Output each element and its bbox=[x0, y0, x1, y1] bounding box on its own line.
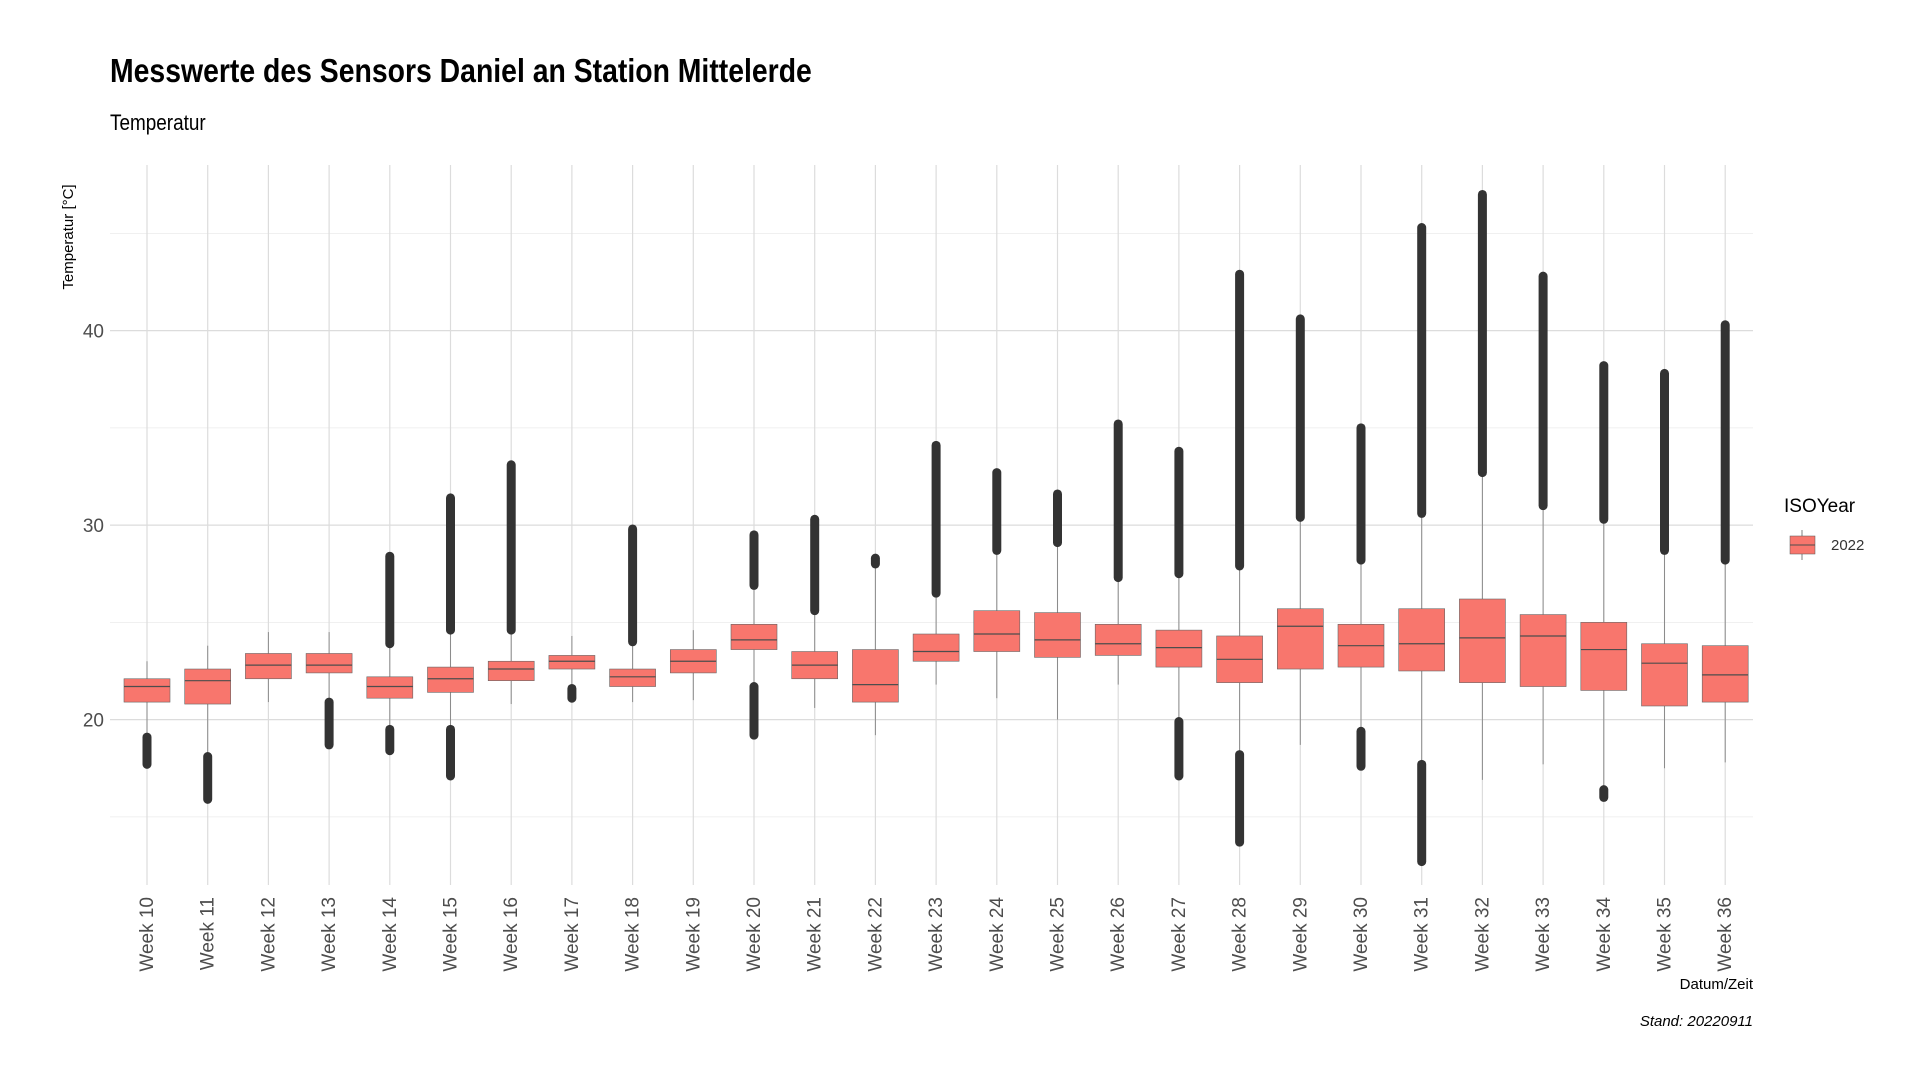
box-iqr bbox=[1094, 623, 1142, 656]
box-iqr bbox=[1398, 608, 1445, 672]
box-week-18 bbox=[609, 524, 656, 703]
axis-layer: 20 30 40 Week 10 Week 11 Week 12 Week 13 Week 1… bbox=[83, 322, 1736, 972]
x-tick-label: Week 19 bbox=[683, 897, 704, 972]
box-week-35 bbox=[1641, 368, 1688, 769]
legend: ISOYear 2022 bbox=[1784, 496, 1864, 560]
x-tick-label: Week 23 bbox=[926, 897, 947, 972]
box-week-13 bbox=[305, 632, 353, 750]
box-iqr bbox=[245, 653, 292, 680]
box-iqr bbox=[1519, 614, 1567, 687]
box-week-34 bbox=[1580, 361, 1628, 802]
x-tick-label: Week 24 bbox=[987, 897, 1008, 972]
box-week-15 bbox=[427, 493, 474, 781]
x-tick-label: Week 11 bbox=[198, 897, 219, 970]
x-tick-label: Week 27 bbox=[1169, 897, 1190, 972]
y-tick-label: 30 bbox=[83, 516, 104, 537]
legend-label: 2022 bbox=[1831, 537, 1864, 554]
x-tick-label: Week 12 bbox=[258, 897, 279, 972]
x-tick-label: Week 10 bbox=[137, 897, 158, 972]
x-tick-label: Week 17 bbox=[562, 897, 583, 972]
chart-caption: Stand: 20220911 bbox=[1640, 1013, 1753, 1030]
x-tick-label: Week 15 bbox=[441, 897, 462, 972]
box-week-21 bbox=[791, 514, 839, 708]
box-week-32 bbox=[1459, 189, 1506, 780]
box-iqr bbox=[1277, 608, 1324, 670]
x-tick-label: Week 33 bbox=[1533, 897, 1554, 972]
x-tick-label: Week 20 bbox=[744, 897, 765, 972]
x-tick-label: Week 26 bbox=[1108, 897, 1129, 972]
x-tick-label: Week 31 bbox=[1412, 897, 1433, 972]
x-tick-label: Week 16 bbox=[501, 897, 522, 972]
box-iqr bbox=[366, 676, 414, 699]
box-iqr bbox=[184, 668, 231, 705]
x-tick-label: Week 22 bbox=[865, 897, 886, 972]
box-iqr bbox=[427, 666, 474, 693]
x-tick-label: Week 35 bbox=[1655, 897, 1676, 972]
box-iqr bbox=[1701, 645, 1749, 703]
box-week-25 bbox=[1034, 489, 1081, 720]
box-week-28 bbox=[1216, 269, 1263, 847]
box-week-20 bbox=[730, 530, 778, 740]
x-tick-label: Week 32 bbox=[1472, 897, 1493, 972]
box-iqr bbox=[730, 623, 778, 650]
box-week-14 bbox=[366, 551, 414, 756]
box-week-29 bbox=[1277, 314, 1324, 745]
box-week-11 bbox=[184, 645, 231, 804]
x-tick-label: Week 25 bbox=[1048, 897, 1069, 972]
box-week-16 bbox=[487, 460, 535, 705]
grid-layer bbox=[110, 165, 1753, 885]
x-tick-label: Week 13 bbox=[319, 897, 340, 972]
box-iqr bbox=[1580, 622, 1628, 691]
box-week-22 bbox=[852, 553, 899, 736]
box-iqr bbox=[912, 633, 960, 662]
box-iqr bbox=[487, 660, 535, 682]
box-iqr bbox=[1155, 629, 1203, 668]
x-tick-label: Week 30 bbox=[1351, 897, 1372, 972]
box-layer bbox=[123, 189, 1749, 867]
y-tick-label: 20 bbox=[83, 711, 104, 732]
x-axis-title: Datum/Zeit bbox=[1680, 976, 1754, 993]
box-week-24 bbox=[973, 468, 1021, 699]
x-tick-label: Week 21 bbox=[805, 897, 826, 972]
x-tick-label: Week 29 bbox=[1290, 897, 1311, 972]
box-iqr bbox=[305, 653, 353, 674]
box-iqr bbox=[852, 649, 899, 703]
y-tick-label: 40 bbox=[83, 322, 104, 343]
box-week-31 bbox=[1398, 223, 1445, 867]
box-iqr bbox=[973, 610, 1021, 652]
x-tick-label: Week 18 bbox=[623, 897, 644, 972]
box-week-10 bbox=[123, 661, 171, 769]
y-axis-title: Temperatur [°C] bbox=[60, 184, 77, 289]
legend-title: ISOYear bbox=[1784, 496, 1856, 517]
box-week-12 bbox=[245, 632, 292, 703]
chart-subtitle: Temperatur bbox=[110, 110, 206, 135]
x-tick-label: Week 36 bbox=[1715, 897, 1736, 972]
box-week-23 bbox=[912, 440, 960, 685]
box-iqr bbox=[548, 655, 596, 670]
x-tick-label: Week 28 bbox=[1230, 897, 1251, 972]
box-iqr bbox=[1459, 598, 1506, 683]
x-tick-label: Week 14 bbox=[380, 897, 401, 972]
box-iqr bbox=[123, 678, 171, 703]
box-week-36 bbox=[1701, 320, 1749, 763]
x-tick-label: Week 34 bbox=[1594, 897, 1615, 972]
box-week-26 bbox=[1094, 419, 1142, 685]
box-iqr bbox=[1641, 643, 1688, 707]
box-week-19 bbox=[669, 630, 717, 701]
box-week-27 bbox=[1155, 446, 1203, 781]
chart-title: Messwerte des Sensors Daniel an Station … bbox=[110, 52, 812, 89]
box-week-17 bbox=[548, 635, 596, 703]
box-iqr bbox=[609, 668, 656, 687]
box-iqr bbox=[1034, 612, 1081, 658]
box-week-33 bbox=[1519, 271, 1567, 765]
box-week-30 bbox=[1337, 423, 1385, 771]
